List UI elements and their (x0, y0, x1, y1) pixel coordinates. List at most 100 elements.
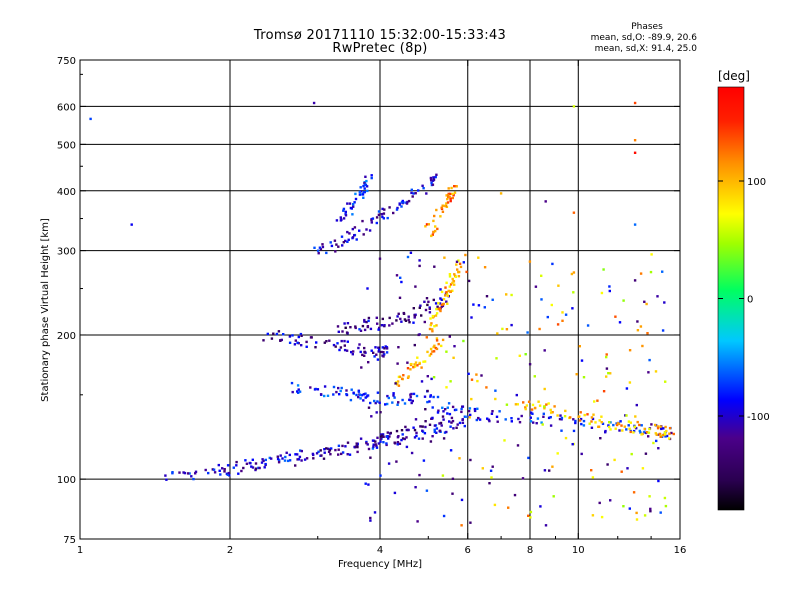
data-point (470, 378, 474, 381)
data-point (363, 354, 366, 357)
data-point (439, 215, 442, 218)
data-point (442, 410, 445, 413)
data-point (491, 410, 494, 413)
data-point (433, 344, 436, 347)
data-point (248, 461, 251, 465)
y-tick-label: 200 (57, 331, 76, 342)
data-point (433, 428, 436, 431)
data-point (415, 394, 419, 398)
data-point (556, 414, 559, 417)
chart-title: Tromsø 20171110 15:32:00-15:33:43 (253, 28, 507, 43)
data-point (426, 303, 429, 307)
data-point (374, 440, 377, 443)
data-point (341, 330, 344, 333)
data-point (395, 319, 398, 322)
data-point (398, 375, 402, 378)
data-point (640, 433, 643, 436)
data-point (223, 468, 226, 471)
data-point (638, 423, 641, 427)
data-point (190, 475, 193, 478)
data-point (632, 429, 636, 433)
data-point (337, 245, 340, 248)
data-point (427, 300, 430, 303)
data-point (440, 344, 443, 348)
data-point (450, 421, 453, 424)
data-point (363, 350, 366, 354)
data-point (418, 473, 421, 477)
data-point (648, 427, 651, 431)
data-point (615, 423, 619, 427)
data-point (633, 223, 637, 226)
data-point (346, 230, 349, 234)
data-point (365, 320, 368, 324)
data-point (418, 259, 421, 262)
data-point (317, 252, 320, 255)
data-point (300, 334, 303, 337)
data-point (670, 431, 673, 435)
data-point (613, 458, 616, 462)
data-point (426, 400, 429, 404)
data-point (551, 262, 554, 266)
data-point (413, 316, 416, 319)
data-point (644, 452, 648, 455)
data-point (357, 346, 360, 350)
data-point (602, 390, 606, 393)
data-point (571, 307, 574, 310)
data-point (409, 363, 413, 366)
data-point (550, 411, 553, 414)
data-point (428, 400, 431, 403)
data-point (435, 431, 438, 434)
data-point (588, 422, 591, 425)
data-point (337, 444, 341, 447)
data-point (396, 362, 399, 365)
x-axis: 1 2 4 6 8 10 16 (77, 60, 686, 556)
data-point (436, 307, 440, 311)
data-point (462, 261, 465, 264)
data-point (412, 426, 415, 429)
data-point (391, 401, 394, 404)
data-point (534, 285, 538, 288)
data-point (293, 343, 297, 346)
data-point (524, 407, 527, 411)
data-point (543, 387, 546, 391)
data-point (375, 411, 378, 414)
data-point (488, 419, 491, 423)
data-point (343, 322, 346, 325)
data-point (385, 443, 388, 447)
data-point (630, 452, 633, 456)
data-point (328, 449, 332, 452)
data-point (435, 208, 438, 212)
data-point (374, 401, 377, 405)
data-point (448, 285, 451, 288)
data-point (450, 416, 454, 420)
data-point (365, 185, 369, 188)
data-point (375, 446, 379, 449)
data-point (392, 392, 395, 395)
data-point (418, 362, 421, 365)
data-point (338, 348, 341, 352)
data-point (431, 435, 434, 438)
data-point (435, 324, 438, 327)
data-point (359, 350, 362, 354)
data-point (438, 422, 441, 425)
data-point (461, 421, 465, 424)
data-point (416, 364, 419, 367)
data-point (521, 477, 525, 480)
chart-subtitle: RwPretec (8p) (332, 41, 428, 56)
data-point (396, 315, 399, 318)
data-point (218, 469, 221, 472)
data-point (620, 470, 623, 473)
data-point (389, 431, 392, 435)
data-point (635, 403, 638, 407)
data-point (374, 346, 377, 349)
data-point (370, 176, 373, 180)
data-point (235, 460, 238, 464)
data-point (490, 476, 493, 479)
data-point (664, 380, 667, 383)
data-point (351, 213, 354, 216)
data-point (424, 225, 427, 228)
data-point (542, 415, 545, 418)
data-point (381, 317, 384, 321)
data-point (445, 386, 448, 389)
data-point (650, 423, 653, 426)
